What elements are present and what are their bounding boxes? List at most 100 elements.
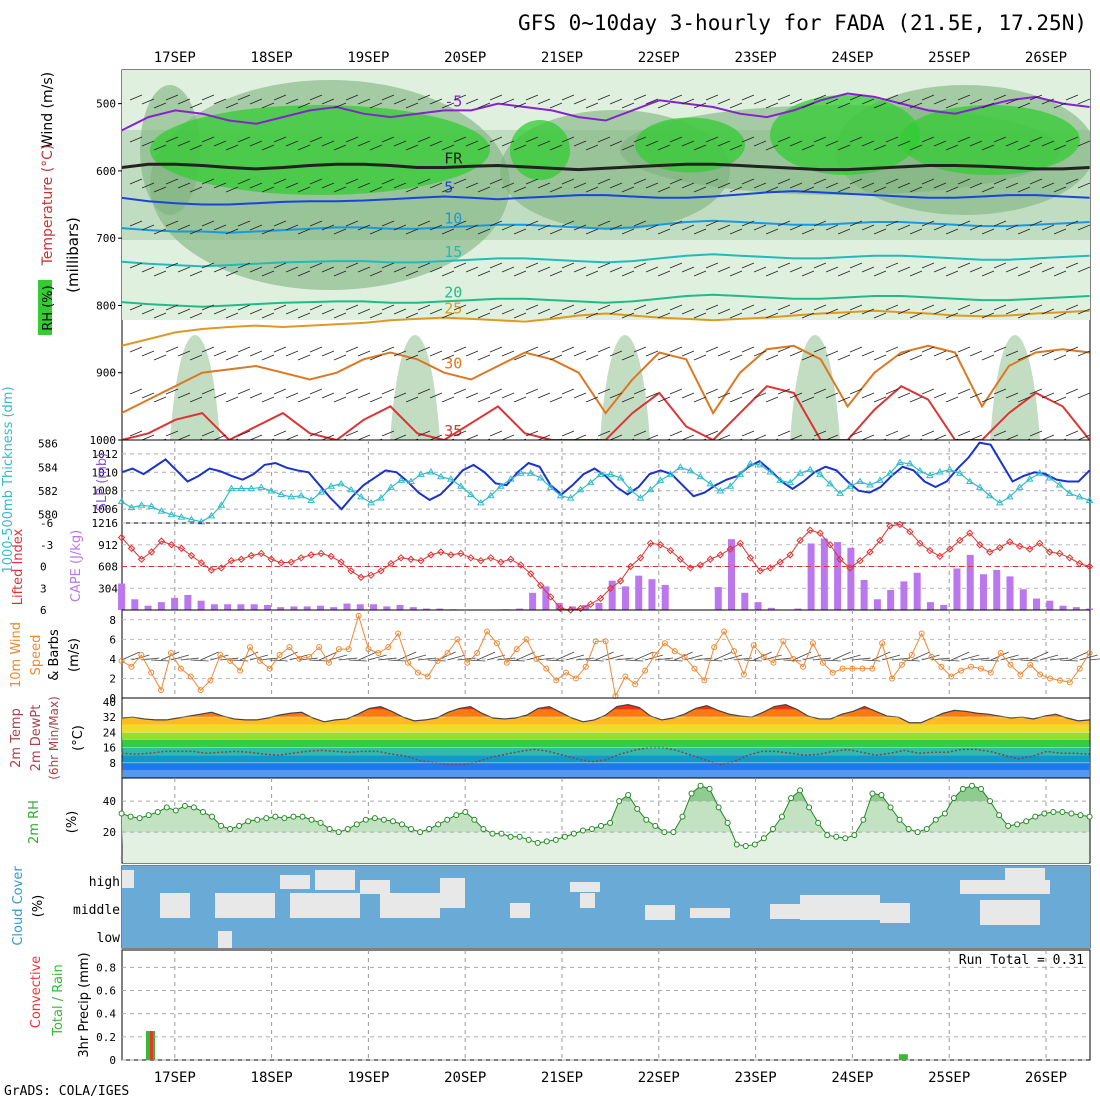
thickness-marker [566, 494, 575, 501]
wind-barb [417, 178, 431, 185]
wind-barb [369, 144, 383, 151]
thickness-marker [147, 502, 156, 509]
wind-barb [297, 228, 311, 235]
wind-marker [1017, 671, 1024, 678]
cape-bar [184, 594, 192, 610]
wind-barb [969, 434, 983, 440]
wind-barb [201, 304, 215, 311]
wind-barb [180, 657, 199, 661]
wind-barb [501, 224, 515, 231]
wind-barb [213, 224, 227, 231]
isotherm-label: -5 [444, 92, 462, 110]
cloud-cell [770, 904, 800, 919]
thickness-marker [357, 492, 365, 500]
wind-barb [885, 136, 899, 143]
wind-barb [441, 354, 455, 361]
cloud-cell [580, 893, 595, 908]
wind-barb [417, 388, 431, 395]
wind-barb [945, 102, 959, 109]
wind-barb [585, 270, 599, 277]
wind-barb [525, 220, 539, 227]
wind-barb [933, 308, 947, 315]
date-label-top: 18SEP [251, 50, 293, 66]
wind-barb [249, 182, 263, 189]
wind-barb [729, 354, 743, 361]
cape-bar [1006, 576, 1014, 610]
wind-barb [561, 388, 575, 395]
wind-barb [201, 220, 215, 227]
date-label-top: 19SEP [347, 50, 389, 66]
wind-marker [335, 646, 342, 653]
lifted-marker [387, 559, 395, 568]
wind-barb [489, 94, 503, 101]
wind-barb [981, 270, 995, 277]
cape-bar [277, 607, 285, 610]
wind-barb [1053, 102, 1067, 109]
wind-marker [918, 630, 925, 637]
thickness-marker [646, 485, 655, 493]
wind-marker [661, 640, 668, 647]
wind-barb [1089, 658, 1100, 661]
wind-marker [602, 638, 609, 645]
lifted-marker [736, 539, 744, 548]
wind-barb [849, 304, 863, 311]
wind-barb [1053, 354, 1067, 361]
wind-barb [609, 308, 623, 315]
wind-barb [684, 654, 703, 661]
wind-barb [849, 220, 863, 227]
thickness-marker [556, 491, 565, 499]
cape-bar [582, 604, 590, 610]
lifted-marker [896, 520, 904, 529]
wind-barb [1065, 388, 1079, 395]
wind-barb [477, 354, 491, 361]
wind-barb [957, 178, 971, 185]
lifted-marker [247, 551, 255, 560]
cape-bar [237, 604, 245, 610]
lifted-marker [796, 536, 804, 545]
wind-barb [741, 94, 755, 101]
wind-marker [622, 673, 629, 680]
rh-2m-panel: 20 40 2m RH (%) [27, 777, 1093, 864]
cape-bar [157, 602, 165, 610]
rh-marker [697, 782, 704, 789]
wind-barb [957, 94, 971, 101]
wind-barb [957, 388, 971, 395]
wind-barb [813, 178, 827, 185]
lifted-marker [696, 561, 705, 569]
lifted-marker [527, 570, 535, 578]
wind-barb [837, 102, 851, 109]
wind-barb [597, 136, 611, 143]
wind-barb [597, 262, 611, 269]
wind-barb [561, 304, 575, 311]
wind-barb [969, 98, 983, 105]
wind-barb [393, 140, 407, 147]
wind-barb [237, 136, 251, 143]
axis-label: 3hr Precip (mm) [77, 952, 92, 1057]
wind-barb [681, 98, 695, 105]
wind-barb [153, 144, 167, 151]
lifted-marker [716, 551, 725, 559]
wind-barb [1053, 396, 1067, 403]
cloud-cell [510, 903, 530, 918]
cape-bar [436, 608, 444, 610]
wind-barb [239, 651, 259, 661]
wind-barb [237, 388, 251, 395]
axis-label: (m/s) [67, 638, 82, 672]
thickness-marker [1065, 489, 1074, 496]
wind-barb [318, 651, 338, 661]
wind-barb [309, 262, 323, 269]
wind-barb [321, 140, 335, 147]
wind-barb [933, 224, 947, 231]
lifted-marker [536, 581, 545, 590]
wind-barb [849, 346, 863, 353]
lifted-marker [407, 555, 415, 563]
wind-marker [375, 650, 382, 657]
wind-barb [381, 262, 395, 269]
lifted-marker [367, 571, 375, 579]
wind-barb [417, 657, 436, 661]
cape-bar [1046, 600, 1054, 610]
wind-barb [549, 228, 563, 235]
cape-bar [754, 602, 762, 610]
wind-barb [825, 98, 839, 105]
wind-barb [669, 262, 683, 269]
